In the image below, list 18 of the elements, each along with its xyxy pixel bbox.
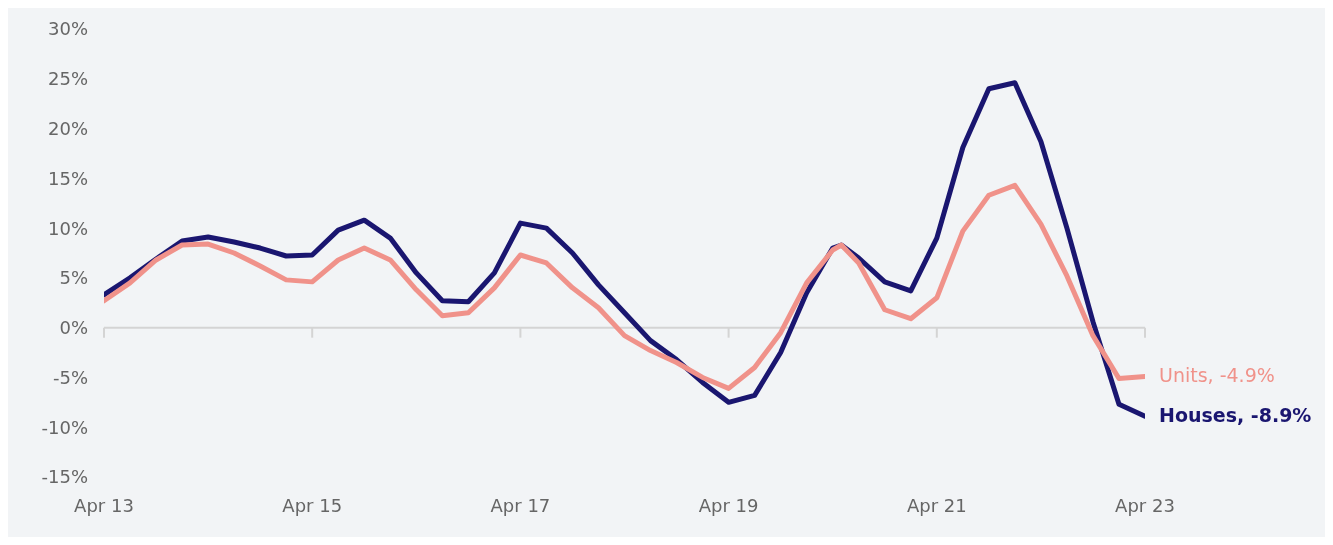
x-tick-label: Apr 17: [490, 494, 551, 516]
annotation: Houses, -8.9%: [1159, 404, 1312, 427]
y-tick-label: 25%: [47, 68, 88, 90]
y-tick-label: 20%: [47, 117, 88, 139]
y-tick-label: 30%: [47, 18, 88, 40]
y-tick-label: -10%: [41, 416, 88, 438]
x-tick-label: Apr 23: [1115, 494, 1175, 516]
x-tick-label: Apr 21: [906, 494, 967, 516]
x-tick-label: Apr 19: [698, 494, 759, 516]
y-tick-label: -15%: [41, 466, 88, 488]
x-tick-label: Apr 15: [282, 494, 343, 516]
y-tick-label: 10%: [47, 217, 88, 239]
x-tick-label: Apr 13: [74, 494, 134, 516]
annotation: Units, -4.9%: [1159, 364, 1275, 387]
y-tick-label: 5%: [59, 267, 88, 289]
y-tick-label: 15%: [47, 167, 88, 189]
y-tick-label: 0%: [59, 317, 88, 339]
y-tick-label: -5%: [52, 366, 88, 388]
